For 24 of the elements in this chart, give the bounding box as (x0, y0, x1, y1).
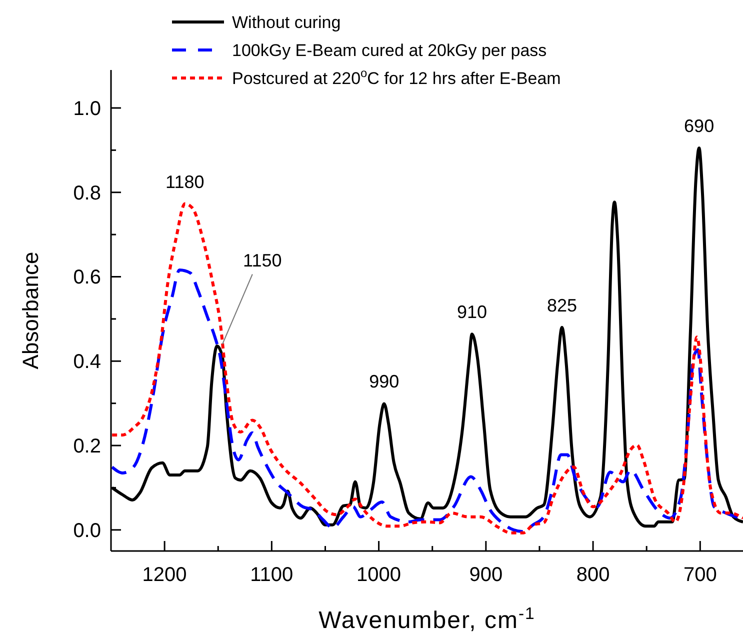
annotation: 910 (456, 302, 488, 322)
legend-label: Postcured at 220$^{o}$C for 12 hrs after E-Beam (232, 66, 561, 88)
y-tick-label: 1.0 (73, 98, 101, 120)
annotation: 825 (546, 295, 577, 316)
x-axis-title: Wavenumber, cm$^{-1}$ (318, 604, 536, 634)
legend-label: 100kGy E-Beam cured at 20kGy per pass (232, 40, 547, 60)
line-series (110, 202, 743, 534)
y-axis-title: Absorbance (18, 252, 43, 370)
x-tick-label: 800 (576, 564, 610, 586)
x-tick-label: 700 (683, 564, 717, 586)
x-tick-label: 900 (469, 564, 503, 586)
x-tick-label: 1200 (142, 564, 187, 586)
legend-label: Without curing (232, 12, 341, 32)
y-tick-label: 0.8 (73, 182, 101, 204)
x-tick-label: 1100 (250, 564, 294, 586)
y-tick-label: 0.0 (73, 520, 101, 542)
annotation: 690 (684, 116, 714, 136)
x-tick-label: 1000 (356, 564, 402, 586)
y-tick-label: 0.4 (73, 351, 101, 374)
y-tick-label: 0.2 (73, 436, 101, 458)
annotation: 1180 (166, 172, 204, 192)
y-tick-label: 0.6 (73, 266, 101, 289)
annotation: 990 (369, 372, 400, 392)
annotation: 1150 (243, 250, 282, 270)
